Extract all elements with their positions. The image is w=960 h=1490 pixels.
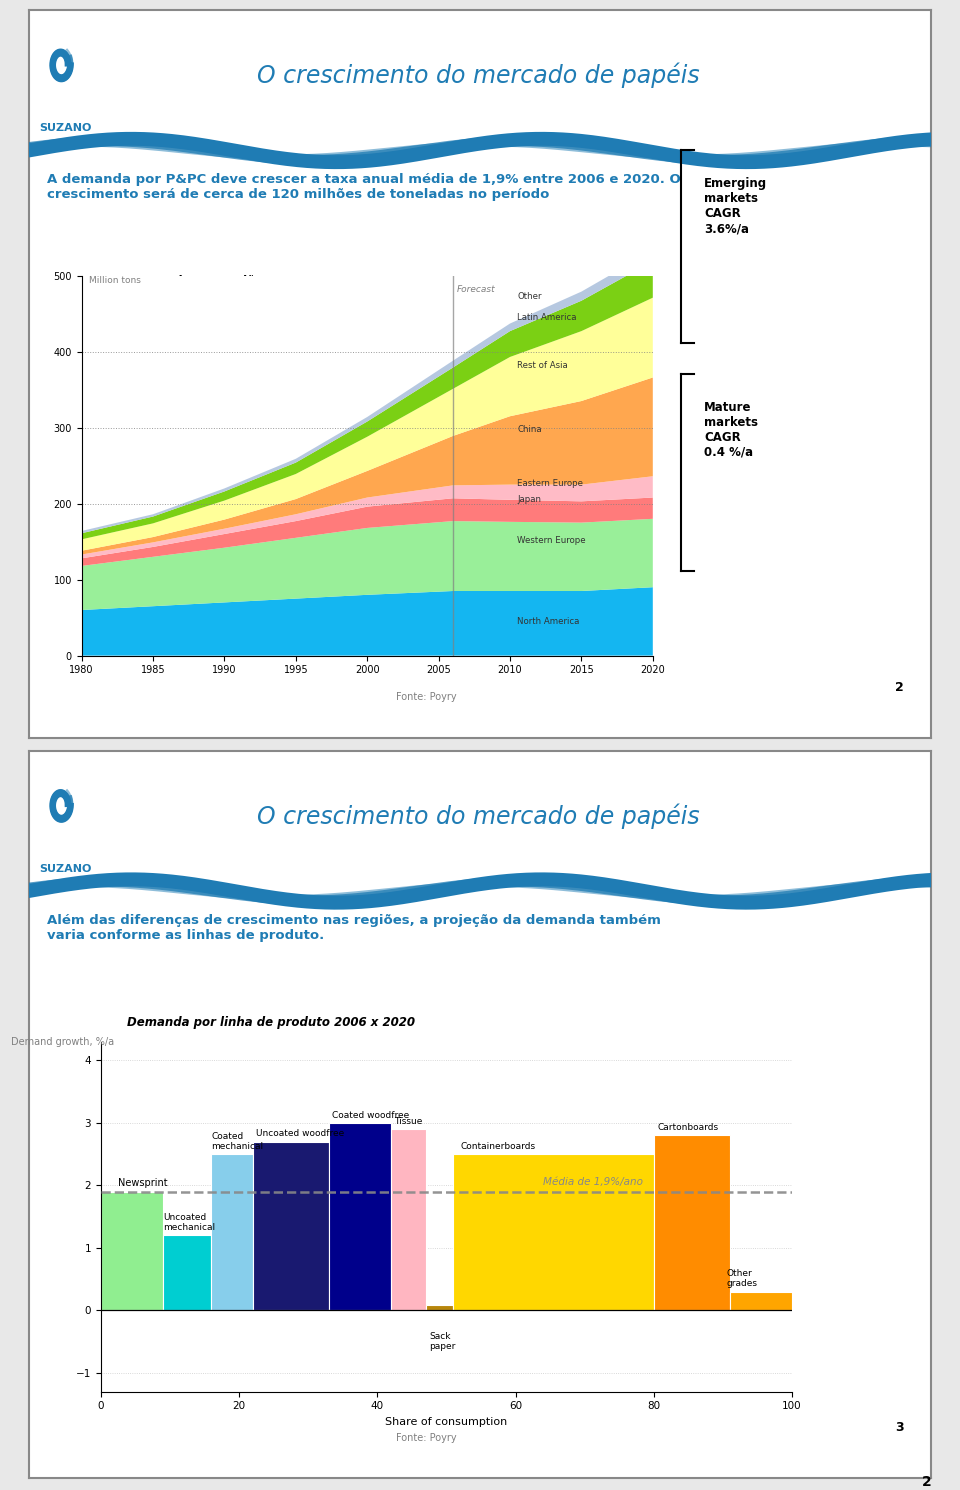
Bar [101, 1192, 163, 1310]
Text: Emerging
markets
CAGR
3.6%/a: Emerging markets CAGR 3.6%/a [705, 177, 767, 235]
Text: A demanda por P&PC deve crescer a taxa anual média de 1,9% entre 2006 e 2020. O
: A demanda por P&PC deve crescer a taxa a… [47, 173, 681, 201]
Text: Fonte: Poyry: Fonte: Poyry [396, 693, 456, 702]
Text: 2: 2 [922, 1475, 931, 1489]
Text: Latin America: Latin America [517, 313, 577, 322]
Text: China: China [517, 425, 541, 434]
Text: Forecast: Forecast [457, 286, 495, 295]
Bar [730, 1292, 792, 1310]
Bar [252, 1141, 329, 1310]
Text: 2: 2 [896, 681, 904, 693]
Text: Coated woodfree: Coated woodfree [332, 1110, 410, 1119]
Text: Além das diferenças de crescimento nas regiões, a projeção da demanda também
var: Além das diferenças de crescimento nas r… [47, 913, 661, 942]
Text: Newsprint: Newsprint [118, 1179, 168, 1189]
Text: O crescimento do mercado de papéis: O crescimento do mercado de papéis [256, 63, 700, 88]
Bar [425, 1305, 453, 1310]
Bar [453, 1155, 654, 1310]
Text: 3: 3 [896, 1421, 904, 1433]
Text: Other
grades: Other grades [727, 1269, 757, 1289]
Text: Uncoated woodfree: Uncoated woodfree [256, 1129, 345, 1138]
Text: Japan: Japan [517, 495, 541, 504]
Text: Tissue: Tissue [395, 1118, 423, 1126]
Text: Rest of Asia: Rest of Asia [517, 361, 568, 370]
Text: SUZANO: SUZANO [39, 864, 92, 875]
Text: Western Europe: Western Europe [517, 535, 586, 545]
Text: Média de 1,9%/ano: Média de 1,9%/ano [543, 1177, 643, 1188]
Text: Sack
paper: Sack paper [429, 1332, 455, 1351]
X-axis label: Share of consumption: Share of consumption [385, 1417, 508, 1427]
Bar [391, 1129, 425, 1310]
Bar [329, 1123, 391, 1310]
Text: SUZANO: SUZANO [39, 124, 92, 134]
Text: Coated
mechanical: Coated mechanical [211, 1131, 263, 1150]
Bar [654, 1135, 730, 1310]
Text: Eastern Europe: Eastern Europe [517, 480, 583, 489]
Text: O crescimento do mercado de papéis: O crescimento do mercado de papéis [256, 803, 700, 828]
Text: Mature
markets
CAGR
0.4 %/a: Mature markets CAGR 0.4 %/a [705, 401, 758, 459]
Text: Cartonboards: Cartonboards [658, 1123, 718, 1132]
Text: Fonte: Poyry: Fonte: Poyry [396, 1433, 456, 1442]
Text: Demand growth, %/a: Demand growth, %/a [11, 1037, 114, 1046]
Text: North America: North America [517, 617, 580, 626]
Text: Containerboards: Containerboards [460, 1141, 536, 1150]
Bar [163, 1235, 211, 1310]
Text: Uncoated
mechanical: Uncoated mechanical [163, 1213, 215, 1232]
Text: Demanda por linha de produto 2006 x 2020: Demanda por linha de produto 2006 x 2020 [127, 1016, 415, 1028]
Bar [211, 1155, 252, 1310]
Text: Other: Other [517, 292, 541, 301]
Text: Demanda por região 2006 x 2020: Demanda por região 2006 x 2020 [127, 276, 347, 288]
Text: Million tons: Million tons [88, 276, 140, 285]
